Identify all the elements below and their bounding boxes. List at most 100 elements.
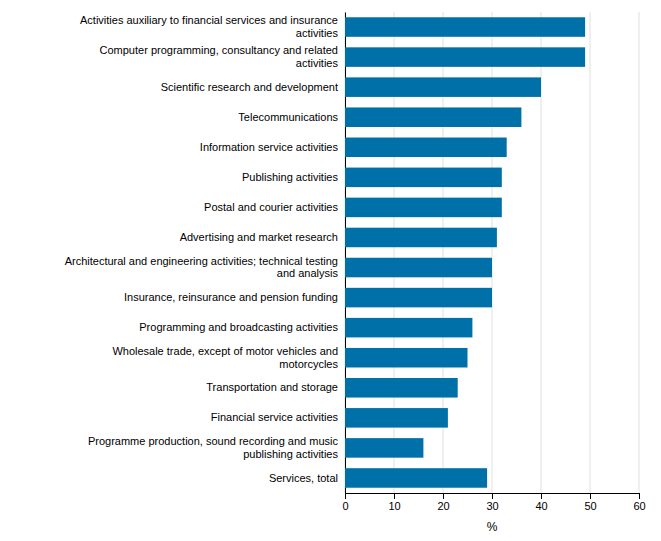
y-tick-label: Transportation and storage — [206, 381, 338, 393]
y-tick-label: Programming and broadcasting activities — [139, 321, 338, 333]
bars — [345, 17, 585, 487]
bar — [345, 318, 472, 338]
y-tick-label-line: Activities auxiliary to financial servic… — [80, 14, 338, 26]
grid-line — [639, 12, 640, 493]
x-tick-label: 30 — [486, 500, 498, 512]
y-tick: Transportation and storage — [206, 381, 345, 393]
y-tick: Services, total — [269, 471, 345, 483]
y-tick-label: Information service activities — [200, 141, 339, 153]
y-tick-label-line: Programme production, sound recording an… — [88, 435, 339, 447]
x-axis: 0 10 20 30 40 50 60 — [342, 493, 645, 512]
y-tick: Advertising and market research — [180, 231, 345, 243]
y-tick-label-line: Transportation and storage — [206, 381, 338, 393]
x-tick: 60 — [633, 493, 645, 512]
bar — [345, 198, 502, 218]
y-tick-label-line: activities — [296, 27, 339, 39]
y-tick-label-line: Publishing activities — [242, 171, 338, 183]
bar — [345, 77, 541, 97]
y-tick-label: Financial service activities — [211, 411, 339, 423]
x-tick: 50 — [584, 493, 596, 512]
x-tick-mark — [590, 493, 591, 499]
y-tick-label: Telecommunications — [238, 111, 338, 123]
y-tick: Publishing activities — [242, 171, 345, 183]
y-tick-label-line: Postal and courier activities — [204, 201, 338, 213]
y-tick-label-line: publishing activities — [243, 448, 338, 460]
x-tick-label: 60 — [633, 500, 645, 512]
y-tick-label: Postal and courier activities — [204, 201, 338, 213]
y-tick: Postal and courier activities — [204, 201, 345, 213]
y-tick-label-line: Scientific research and development — [161, 81, 338, 93]
x-tick: 30 — [486, 493, 498, 512]
grid-line — [590, 12, 591, 493]
y-tick: Insurance, reinsurance and pension fundi… — [124, 291, 345, 303]
bar — [345, 138, 507, 158]
plot: 0 10 20 30 40 50 60 Services, total Programme pr… — [65, 12, 646, 534]
bar — [345, 258, 492, 278]
y-tick-label: Publishing activities — [242, 171, 338, 183]
y-tick-label: Architectural and engineering activities… — [65, 255, 339, 280]
bar — [345, 348, 468, 368]
y-tick-label-line: Services, total — [269, 471, 338, 483]
x-tick-label: 40 — [535, 500, 547, 512]
y-tick-label-line: and analysis — [277, 267, 339, 279]
bar — [345, 168, 502, 188]
y-tick-label: Advertising and market research — [180, 231, 338, 243]
y-tick-label-line: Wholesale trade, except of motor vehicle… — [112, 345, 338, 357]
y-tick: Programming and broadcasting activities — [139, 321, 345, 333]
x-tick: 40 — [535, 493, 547, 512]
bar — [345, 438, 423, 458]
y-tick-label-line: Financial service activities — [211, 411, 339, 423]
x-tick-label: 0 — [342, 500, 348, 512]
y-tick-label: Services, total — [269, 471, 338, 483]
bar — [345, 378, 458, 398]
y-tick: Wholesale trade, except of motor vehicle… — [112, 345, 345, 370]
x-tick-mark — [541, 493, 542, 499]
y-tick-label-line: Programming and broadcasting activities — [139, 321, 338, 333]
y-tick: Activities auxiliary to financial servic… — [80, 14, 345, 39]
x-tick-label: 20 — [437, 500, 449, 512]
y-tick-label: Scientific research and development — [161, 81, 338, 93]
x-axis-title: % — [487, 520, 498, 534]
y-tick-label-line: Advertising and market research — [180, 231, 338, 243]
y-axis: Services, total Programme production, sou… — [65, 13, 346, 494]
x-tick: 10 — [388, 493, 400, 512]
y-tick-label-line: Computer programming, consultancy and re… — [100, 44, 338, 56]
y-tick-label: Insurance, reinsurance and pension fundi… — [124, 291, 338, 303]
x-tick: 0 — [342, 493, 348, 512]
y-tick: Scientific research and development — [161, 81, 345, 93]
x-tick-mark — [394, 493, 395, 499]
y-tick-label-line: activities — [296, 57, 339, 69]
bar — [345, 47, 585, 67]
bar — [345, 107, 521, 127]
x-tick-mark — [443, 493, 444, 499]
y-tick: Programme production, sound recording an… — [88, 435, 345, 460]
bar — [345, 408, 448, 428]
y-tick: Financial service activities — [211, 411, 345, 423]
x-tick-label: 50 — [584, 500, 596, 512]
y-tick: Telecommunications — [238, 111, 345, 123]
y-tick-label-line: Insurance, reinsurance and pension fundi… — [124, 291, 338, 303]
bar — [345, 288, 492, 308]
x-tick-label: 10 — [388, 500, 400, 512]
x-tick-mark — [492, 493, 493, 499]
y-tick: Architectural and engineering activities… — [65, 255, 345, 280]
y-tick-label-line: Telecommunications — [238, 111, 338, 123]
bar — [345, 228, 497, 248]
y-tick-label: Computer programming, consultancy and re… — [100, 44, 339, 69]
y-tick-label-line: motorcycles — [279, 358, 338, 370]
y-tick: Computer programming, consultancy and re… — [100, 44, 345, 69]
y-tick-label: Programme production, sound recording an… — [88, 435, 339, 460]
y-tick-label: Activities auxiliary to financial servic… — [80, 14, 339, 39]
y-tick: Information service activities — [200, 141, 345, 153]
chart: 0 10 20 30 40 50 60 Services, total Programme pr… — [0, 0, 661, 541]
bar — [345, 17, 585, 37]
x-tick: 20 — [437, 493, 449, 512]
grid — [345, 12, 639, 493]
x-tick-mark — [345, 493, 346, 499]
y-tick-label-line: Information service activities — [200, 141, 339, 153]
x-tick-mark — [639, 493, 640, 499]
y-tick-label: Wholesale trade, except of motor vehicle… — [112, 345, 338, 370]
x-axis-line — [346, 494, 640, 500]
bar — [345, 468, 487, 488]
y-tick-label-line: Architectural and engineering activities… — [65, 255, 338, 267]
